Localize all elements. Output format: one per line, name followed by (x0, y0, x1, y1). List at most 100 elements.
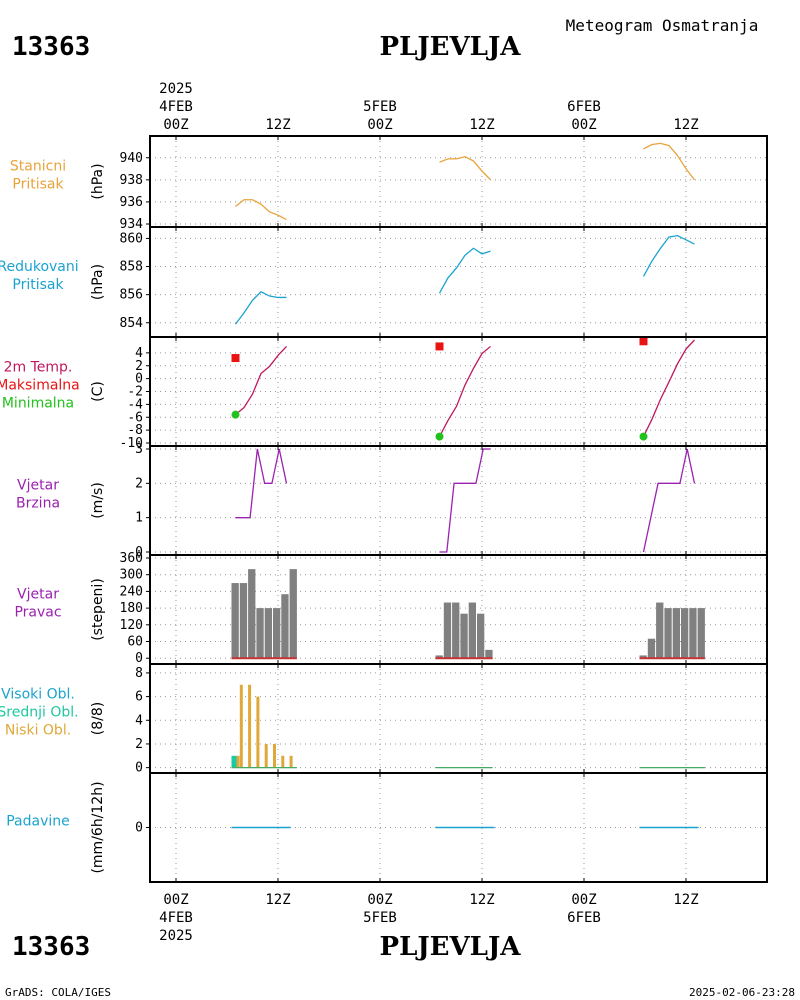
wind-direction-bar (256, 608, 264, 659)
grads-credit: GrADS: COLA/IGES (5, 986, 111, 999)
min-temp-marker (435, 432, 444, 441)
wind-direction-bar (231, 583, 239, 659)
low-cloud-bar (264, 743, 268, 768)
y-tick-label: 938 (120, 173, 143, 188)
max-temp-marker (435, 342, 444, 351)
legend-label: Pritisak (12, 177, 64, 193)
y-tick-label: 8 (135, 666, 143, 681)
y-tick-label: 856 (120, 288, 143, 303)
bottom-hour-label: 12Z (673, 892, 698, 908)
wind-direction-bar (264, 608, 272, 659)
wind-direction-bar (468, 602, 476, 659)
y-axis-label: (8/8) (90, 702, 106, 735)
y-tick-label: 934 (120, 217, 144, 232)
y-tick-label: 3 (135, 442, 143, 457)
meteogram-title: Meteogram Osmatranja (566, 16, 759, 35)
panel-frame (149, 336, 768, 447)
min-temp-marker (231, 410, 240, 419)
y-tick-label: 4 (135, 713, 143, 728)
panel-frame (149, 445, 768, 556)
station-id-bottom: 13363 (12, 932, 90, 962)
y-tick-label: 240 (120, 584, 143, 599)
low-cloud-bar (239, 684, 243, 768)
wind-direction-bar (639, 655, 647, 659)
station-name-top: PLJEVLJA (380, 32, 522, 62)
series-line (438, 345, 491, 437)
y-tick-label: 0 (135, 545, 143, 560)
wind-direction-bar (656, 602, 664, 659)
cloud-panel: 0 2 4 6 8 Visoki Obl. Srednji Obl. Niski Obl. (8… (0, 663, 768, 776)
y-tick-label: 0 (135, 761, 143, 776)
low-cloud-bar (273, 743, 276, 768)
series-line (642, 339, 695, 437)
wind-direction-bar (647, 638, 656, 659)
wind-direction-bar (697, 608, 705, 659)
y-tick-label: 2 (135, 359, 143, 374)
wind-direction-bar (681, 608, 689, 659)
y-tick-label: 4 (135, 346, 143, 361)
mid-cloud-bar (231, 755, 237, 768)
series-line (234, 291, 287, 325)
low-cloud-bar (248, 684, 252, 768)
top-hour-label: 00Z (163, 117, 188, 133)
series-line (235, 199, 287, 221)
bottom-day-label: 4FEB (159, 910, 193, 926)
y-tick-label: -2 (127, 385, 143, 400)
low-cloud-bar (236, 755, 240, 768)
bottom-hour-label: 12Z (469, 892, 494, 908)
bottom-hour-label: 00Z (571, 892, 596, 908)
y-axis-label: (hPa) (90, 264, 106, 300)
y-axis-label: (mm/6h/12h) (90, 781, 106, 873)
legend-label: Redukovani (0, 259, 79, 275)
y-axis-label: (hPa) (90, 163, 106, 199)
bottom-day-label: 5FEB (363, 910, 397, 926)
y-axis-label: (C) (90, 381, 106, 402)
legend-label: Brzina (16, 496, 60, 512)
wind-direction-bar (239, 583, 248, 659)
wind-direction-bar (672, 608, 680, 659)
y-tick-label: 180 (120, 601, 143, 616)
legend-label: Visoki Obl. (1, 687, 75, 703)
timestamp: 2025-02-06-23:28 (689, 986, 795, 999)
legend-label: Stanicni (10, 159, 66, 175)
low-cloud-bar (281, 755, 285, 768)
legend-label: Pritisak (12, 277, 64, 293)
legend-label: 2m Temp. (4, 360, 73, 376)
series-line (642, 448, 696, 553)
panel-frame (149, 772, 768, 883)
y-tick-label: 60 (127, 635, 143, 650)
legend-label: Minimalna (2, 396, 74, 412)
panel-frame (149, 226, 768, 338)
top-hour-label: 12Z (469, 117, 494, 133)
wind-speed-panel: 0 1 2 3 Vjetar Brzina (m/s) (16, 442, 768, 560)
wind-direction-bar (452, 602, 460, 659)
y-tick-label: -8 (127, 423, 143, 438)
wind-direction-bar (460, 613, 468, 659)
wind-direction-bar (443, 602, 452, 659)
bottom-day-labels: 4FEB 5FEB 6FEB (159, 910, 601, 926)
series-line (439, 448, 491, 553)
legend-label: Maksimalna (0, 378, 80, 394)
y-axis-label: (m/s) (90, 482, 106, 519)
y-tick-label: 2 (135, 476, 143, 491)
series-line (235, 345, 287, 416)
precip-panel: 0 Padavine (mm/6h/12h) (6, 772, 768, 883)
wind-direction-bar (485, 649, 493, 659)
y-tick-label: 0 (135, 372, 143, 387)
station-name-bottom: PLJEVLJA (380, 932, 522, 962)
top-hour-label: 00Z (367, 117, 392, 133)
bottom-year-label: 2025 (159, 928, 193, 944)
bottom-hour-labels: 00Z 12Z 00Z 12Z 00Z 12Z (163, 892, 698, 908)
legend-label: Niski Obl. (5, 723, 71, 739)
low-cloud-bar (289, 755, 293, 768)
y-tick-label: 936 (120, 195, 143, 210)
y-axis-label: (stepeni) (90, 578, 106, 641)
wind-direction-bar (281, 594, 289, 659)
y-tick-label: 854 (120, 316, 144, 331)
bottom-hour-label: 00Z (163, 892, 188, 908)
top-hour-label: 00Z (571, 117, 596, 133)
